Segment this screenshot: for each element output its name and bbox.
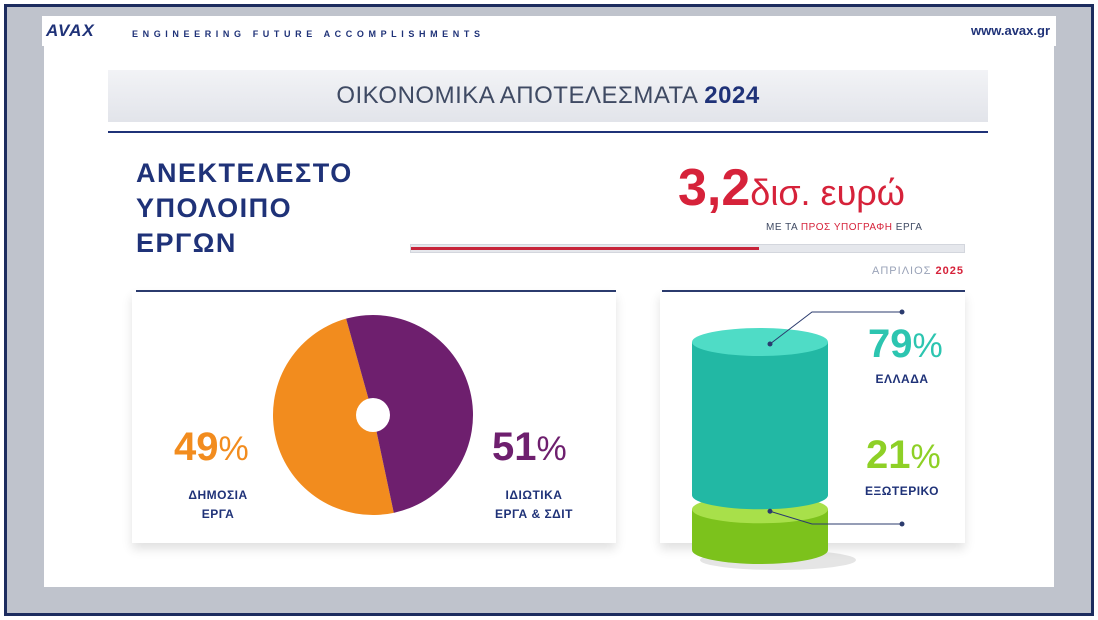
sector-pie-chart xyxy=(273,314,474,515)
backlog-note-highlight: ΠΡΟΣ ΥΠΟΓΡΑΦΗ xyxy=(800,222,893,233)
geography-cylinder-chart xyxy=(692,309,905,570)
backlog-note: ΜΕ ΤΑ ΠΡΟΣ ΥΠΟΓΡΑΦΗ ΕΡΓΑ xyxy=(766,222,922,233)
abroad-cylinder-body xyxy=(692,509,828,564)
backlog-unit: δισ. ευρώ xyxy=(750,172,905,213)
page-title: ΟΙΚΟΝΟΜΙΚΑ ΑΠΟΤΕΛΕΣΜΑΤΑ 2024 xyxy=(108,82,988,110)
public-works-symbol: % xyxy=(218,430,249,468)
backlog-value: 3,2δισ. ευρώ xyxy=(678,158,905,218)
greece-leader-dot xyxy=(767,341,773,347)
public-works-value: 49 xyxy=(174,425,219,469)
abroad-symbol: % xyxy=(910,438,941,476)
private-works-label-line: ΙΔΙΩΤΙΚΑ xyxy=(505,488,563,502)
public-works-label-line: ΕΡΓΑ xyxy=(201,507,235,521)
greece-symbol: % xyxy=(912,327,943,365)
private-works-slice xyxy=(346,314,474,513)
private-works-percent: 51% xyxy=(492,425,567,470)
private-works-symbol: % xyxy=(536,430,567,468)
abroad-leader-dot xyxy=(767,508,773,514)
public-works-label: ΔΗΜΟΣΙΑ ΕΡΓΑ xyxy=(168,486,268,524)
abroad-percent: 21% xyxy=(866,433,941,478)
backlog-progress-bar xyxy=(410,244,965,253)
title-band xyxy=(108,70,988,122)
greece-value: 79 xyxy=(868,322,913,366)
title-divider xyxy=(108,131,988,133)
report-month: ΑΠΡΙΛΙΟΣ xyxy=(872,265,932,277)
greece-leader-line xyxy=(769,311,902,345)
title-text: ΟΙΚΟΝΟΜΙΚΑ ΑΠΟΤΕΛΕΣΜΑΤΑ xyxy=(336,82,698,109)
private-works-label-line: ΕΡΓΑ & ΣΔΙΤ xyxy=(495,507,573,521)
greece-cylinder-top xyxy=(692,328,828,356)
greece-cylinder-body xyxy=(692,342,828,510)
backlog-heading: ΑΝΕΚΤΕΛΕΣΤΟ ΥΠΟΛΟΙΠΟ ΕΡΓΩΝ xyxy=(136,156,353,261)
report-year: 2025 xyxy=(935,265,964,277)
company-tagline: ENGINEERING FUTURE ACCOMPLISHMENTS xyxy=(132,29,485,39)
backlog-note-suffix: ΕΡΓΑ xyxy=(895,222,923,233)
report-date: ΑΠΡΙΛΙΟΣ 2025 xyxy=(872,265,964,277)
abroad-leader-line xyxy=(769,510,902,525)
backlog-progress-fill xyxy=(411,247,760,250)
backlog-heading-line: ΥΠΟΛΟΙΠΟ xyxy=(136,193,293,223)
abroad-value: 21 xyxy=(866,433,911,477)
abroad-label: ΕΞΩΤΕΡΙΚΟ xyxy=(865,484,939,498)
avax-logo: AVAX xyxy=(46,21,95,40)
backlog-amount: 3,2 xyxy=(678,159,751,217)
public-works-slice xyxy=(273,318,394,515)
cylinder-panel-divider xyxy=(662,290,965,292)
greece-label: ΕΛΛΑΔΑ xyxy=(875,372,929,386)
pie-center-hole xyxy=(356,398,390,432)
backlog-heading-line: ΕΡΓΩΝ xyxy=(136,228,237,258)
abroad-leader-end-dot xyxy=(899,521,905,527)
header-bar xyxy=(42,16,1056,46)
greece-percent: 79% xyxy=(868,322,943,367)
public-works-label-line: ΔΗΜΟΣΙΑ xyxy=(188,488,248,502)
private-works-value: 51 xyxy=(492,425,537,469)
website-link[interactable]: www.avax.gr xyxy=(971,23,1050,38)
greece-leader-end-dot xyxy=(899,309,905,315)
private-works-label: ΙΔΙΩΤΙΚΑ ΕΡΓΑ & ΣΔΙΤ xyxy=(474,486,594,524)
pie-panel-divider xyxy=(136,290,616,292)
title-year: 2024 xyxy=(704,82,760,109)
backlog-note-prefix: ΜΕ ΤΑ xyxy=(766,222,798,233)
backlog-heading-line: ΑΝΕΚΤΕΛΕΣΤΟ xyxy=(136,158,353,188)
public-works-percent: 49% xyxy=(174,425,249,470)
